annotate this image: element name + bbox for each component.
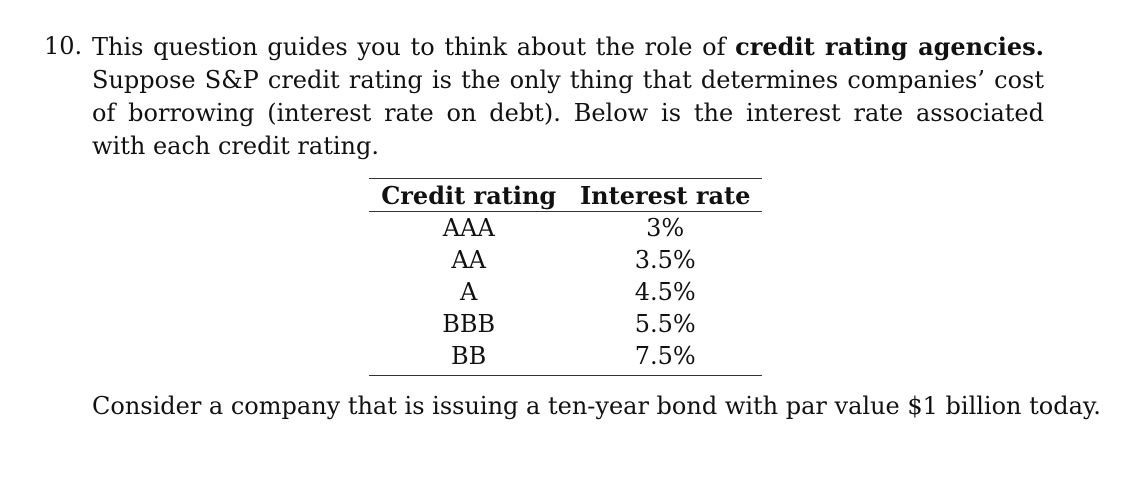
table-row: BBB 5.5% (369, 308, 762, 340)
table-row: A 4.5% (369, 276, 762, 308)
cell-rating: AA (451, 246, 487, 274)
credit-rating-table: Credit rating Interest rate AAA 3% AA 3.… (369, 178, 762, 376)
table-row: BB 7.5% (369, 340, 762, 376)
question-emphasis: credit rating agencies. (735, 32, 1044, 61)
cell-rate: 3% (646, 214, 685, 242)
cell-rating: A (460, 278, 478, 306)
cell-rating: BBB (442, 310, 496, 338)
cell-rate: 3.5% (634, 246, 696, 274)
table-header-row: Credit rating Interest rate (369, 178, 762, 212)
table-row: AAA 3% (369, 212, 762, 245)
followup-text: Consider a company that is issuing a ten… (92, 392, 1101, 420)
question-number: 10. (44, 32, 83, 60)
question-intro: This question guides you to think about … (92, 33, 736, 61)
header-credit-rating: Credit rating (369, 178, 569, 212)
cell-rating: BB (369, 340, 569, 376)
table-row: AA 3.5% (369, 244, 762, 276)
question-body: Suppose S&P credit rating is the only th… (92, 66, 1044, 160)
header-interest-rate: Interest rate (568, 178, 762, 212)
cell-rating: AAA (442, 214, 495, 242)
cell-rate: 7.5% (568, 340, 762, 376)
cell-rate: 4.5% (634, 278, 696, 306)
cell-rate: 5.5% (634, 310, 696, 338)
question-block: 10. This question guides you to think ab… (44, 30, 1044, 163)
question-text: This question guides you to think about … (92, 30, 1044, 163)
